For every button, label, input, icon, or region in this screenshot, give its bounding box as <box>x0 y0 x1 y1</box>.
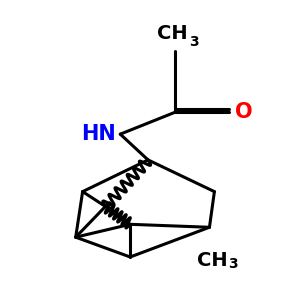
Text: 3: 3 <box>228 257 238 271</box>
Text: O: O <box>235 102 253 122</box>
Text: 3: 3 <box>189 35 198 49</box>
Text: CH: CH <box>158 24 188 43</box>
Text: HN: HN <box>82 124 116 144</box>
Text: CH: CH <box>197 251 228 270</box>
